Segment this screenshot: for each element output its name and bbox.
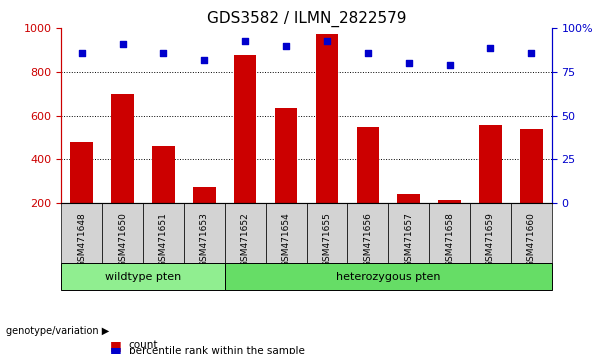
Bar [520,129,543,203]
Text: GSM471654: GSM471654 [281,212,291,267]
Text: genotype/variation ▶: genotype/variation ▶ [6,326,109,336]
Text: GSM471659: GSM471659 [486,212,495,267]
Point [322,38,332,44]
Point [118,41,128,47]
Point [485,45,495,50]
Point [159,50,169,56]
Text: ■: ■ [110,345,122,354]
Bar [479,125,501,203]
Title: GDS3582 / ILMN_2822579: GDS3582 / ILMN_2822579 [207,11,406,27]
FancyBboxPatch shape [184,203,225,263]
Point [240,38,250,44]
FancyBboxPatch shape [429,203,470,263]
Point [444,62,454,68]
Point [281,43,291,48]
Text: GSM471651: GSM471651 [159,212,168,267]
Text: GSM471658: GSM471658 [445,212,454,267]
FancyBboxPatch shape [61,203,102,263]
FancyBboxPatch shape [143,203,184,263]
Text: GSM471657: GSM471657 [404,212,413,267]
Point [527,50,536,56]
FancyBboxPatch shape [388,203,429,263]
Bar [275,108,297,203]
FancyBboxPatch shape [61,263,225,290]
Text: GSM471648: GSM471648 [77,212,86,267]
Point [363,50,373,56]
Bar [438,200,461,203]
Text: count: count [129,340,158,350]
Bar [234,55,256,203]
Bar [316,34,338,203]
FancyBboxPatch shape [102,203,143,263]
Text: GSM471660: GSM471660 [527,212,536,267]
Text: GSM471655: GSM471655 [322,212,332,267]
Text: GSM471653: GSM471653 [200,212,209,267]
FancyBboxPatch shape [348,203,388,263]
Text: GSM471656: GSM471656 [364,212,372,267]
Bar [70,142,93,203]
Text: ■: ■ [110,339,122,352]
Text: GSM471652: GSM471652 [241,212,249,267]
Bar [357,126,379,203]
Bar [397,194,420,203]
Point [199,57,209,63]
FancyBboxPatch shape [225,263,552,290]
Point [404,61,414,66]
FancyBboxPatch shape [265,203,306,263]
FancyBboxPatch shape [306,203,348,263]
FancyBboxPatch shape [470,203,511,263]
Bar [193,187,216,203]
Text: wildtype pten: wildtype pten [105,272,181,281]
Text: heterozygous pten: heterozygous pten [336,272,441,281]
FancyBboxPatch shape [511,203,552,263]
Point [77,50,86,56]
Bar [112,94,134,203]
FancyBboxPatch shape [225,203,265,263]
Text: percentile rank within the sample: percentile rank within the sample [129,346,305,354]
Bar [152,146,175,203]
Text: GSM471650: GSM471650 [118,212,127,267]
